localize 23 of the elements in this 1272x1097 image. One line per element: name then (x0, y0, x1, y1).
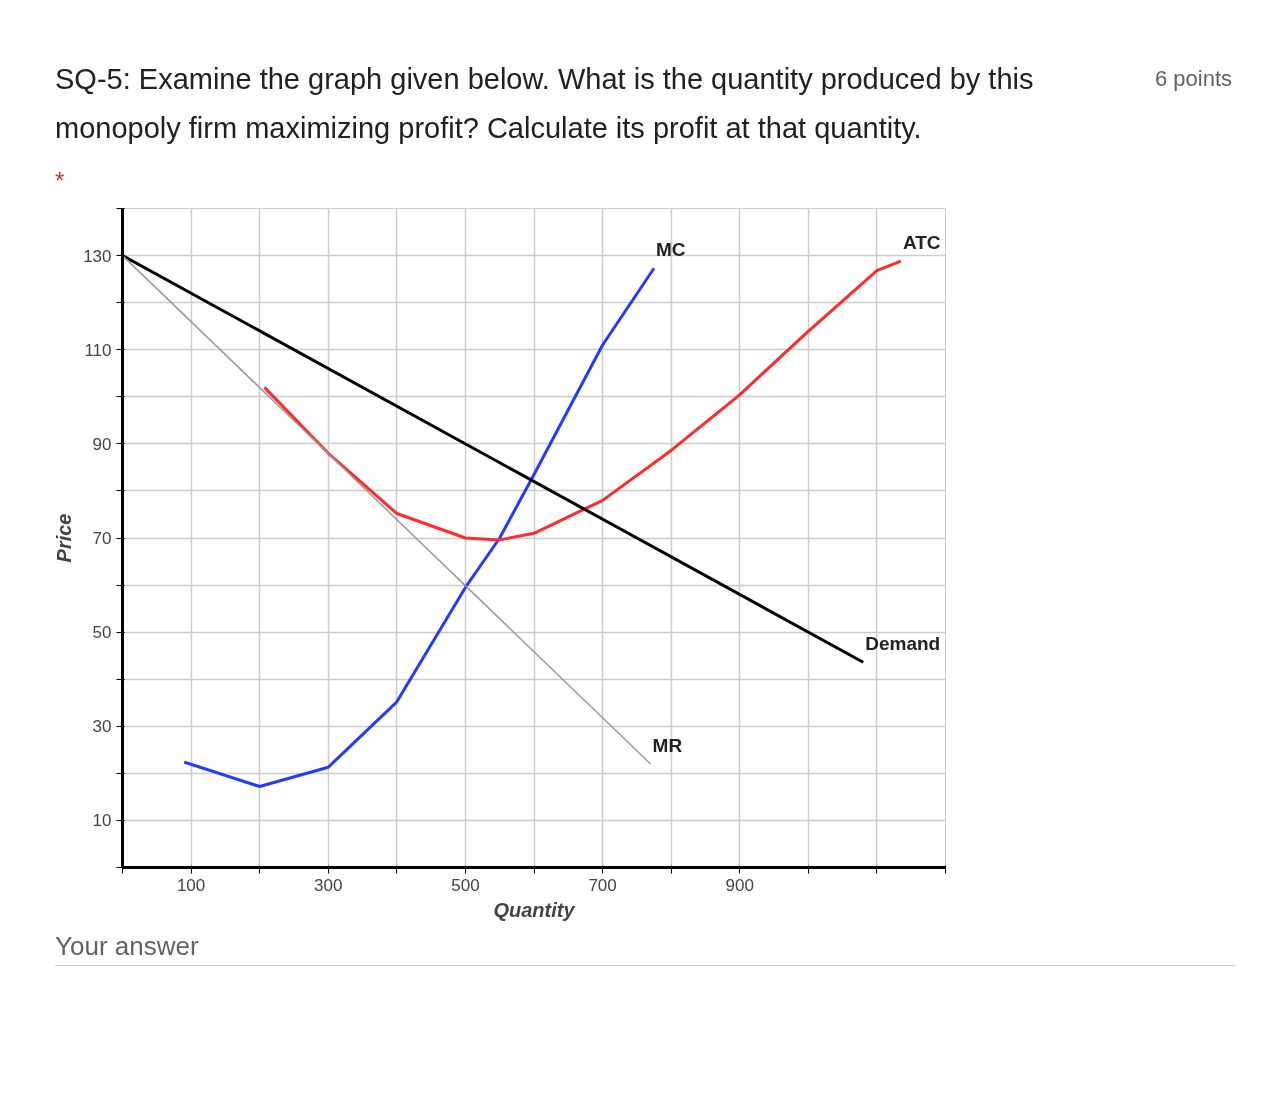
y-tick-label: 50 (92, 623, 112, 643)
text: * (55, 165, 65, 196)
y-tick-label: 110 (84, 340, 112, 360)
x-tick-label: 500 (451, 875, 480, 895)
y-tick-label: 10 (92, 811, 112, 831)
y-tick-label: 30 (92, 717, 112, 737)
y-tick-label: 90 (92, 434, 112, 454)
chart-title: SQ-5: Examine the graph given below. What is the quantity produced by this monopoly firm maximizing profit? Calculate its profit at that quantity. (55, 62, 1035, 147)
series-label: Demand (865, 633, 941, 655)
y-tick-label: 130 (83, 246, 112, 266)
series-label: MR (652, 734, 683, 756)
line-series (262, 259, 903, 542)
text: Your answer (55, 927, 1235, 967)
y-axis-title: Price (53, 513, 76, 563)
text: 6 points (1155, 65, 1233, 93)
x-tick-label: 100 (176, 875, 206, 895)
x-tick-label: 700 (588, 875, 617, 895)
series-label: ATC (902, 232, 941, 254)
y-tick-label: 70 (92, 528, 112, 548)
series-label: MC (656, 239, 686, 261)
x-axis-title: Quantity (493, 898, 576, 921)
x-tick-label: 300 (314, 875, 343, 895)
x-tick-label: 900 (725, 875, 754, 895)
